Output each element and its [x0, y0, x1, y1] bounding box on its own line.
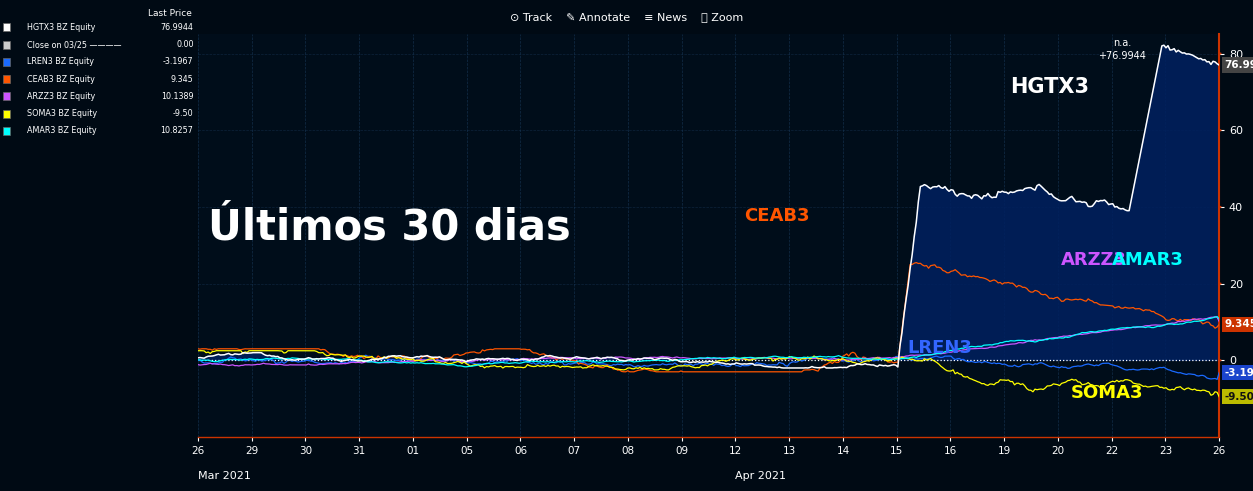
Text: -3.1967: -3.1967	[163, 57, 193, 66]
Text: Last Price: Last Price	[148, 9, 192, 18]
Text: AMAR3 BZ Equity: AMAR3 BZ Equity	[26, 126, 96, 136]
FancyBboxPatch shape	[4, 109, 10, 118]
Text: -9.50: -9.50	[1224, 392, 1253, 402]
FancyBboxPatch shape	[4, 127, 10, 135]
Text: 0.00: 0.00	[175, 40, 193, 49]
FancyBboxPatch shape	[4, 58, 10, 66]
Text: Apr 2021: Apr 2021	[736, 471, 787, 481]
Text: CEAB3: CEAB3	[744, 207, 809, 224]
Text: AMAR3: AMAR3	[1111, 251, 1184, 269]
Text: 10.8257: 10.8257	[160, 126, 193, 136]
Text: ⊙ Track    ✎ Annotate    ≡ News    🔍 Zoom: ⊙ Track ✎ Annotate ≡ News 🔍 Zoom	[510, 12, 743, 22]
FancyBboxPatch shape	[4, 75, 10, 83]
Text: 10.1389: 10.1389	[160, 92, 193, 101]
Text: LREN3: LREN3	[907, 339, 972, 357]
Text: CEAB3 BZ Equity: CEAB3 BZ Equity	[26, 75, 94, 83]
FancyBboxPatch shape	[4, 41, 10, 49]
Text: n.a.
+76.9944: n.a. +76.9944	[1098, 38, 1146, 61]
Text: HGTX3 BZ Equity: HGTX3 BZ Equity	[26, 23, 95, 32]
Text: SOMA3 BZ Equity: SOMA3 BZ Equity	[26, 109, 96, 118]
Text: ARZZ3: ARZZ3	[1061, 251, 1126, 269]
Text: 9.345: 9.345	[170, 75, 193, 83]
Text: -3.1967: -3.1967	[1224, 368, 1253, 378]
Text: SOMA3: SOMA3	[1071, 383, 1144, 402]
Text: Close on 03/25 ————: Close on 03/25 ————	[26, 40, 122, 49]
Text: 9.345: 9.345	[1224, 320, 1253, 329]
FancyBboxPatch shape	[4, 92, 10, 100]
Text: 76.9944: 76.9944	[1224, 60, 1253, 70]
Text: -9.50: -9.50	[173, 109, 193, 118]
FancyBboxPatch shape	[4, 24, 10, 31]
Text: HGTX3: HGTX3	[1010, 77, 1089, 97]
Text: 76.9944: 76.9944	[160, 23, 193, 32]
Text: Mar 2021: Mar 2021	[198, 471, 251, 481]
Text: LREN3 BZ Equity: LREN3 BZ Equity	[26, 57, 94, 66]
Text: ARZZ3 BZ Equity: ARZZ3 BZ Equity	[26, 92, 95, 101]
Text: Últimos 30 dias: Últimos 30 dias	[208, 207, 571, 248]
